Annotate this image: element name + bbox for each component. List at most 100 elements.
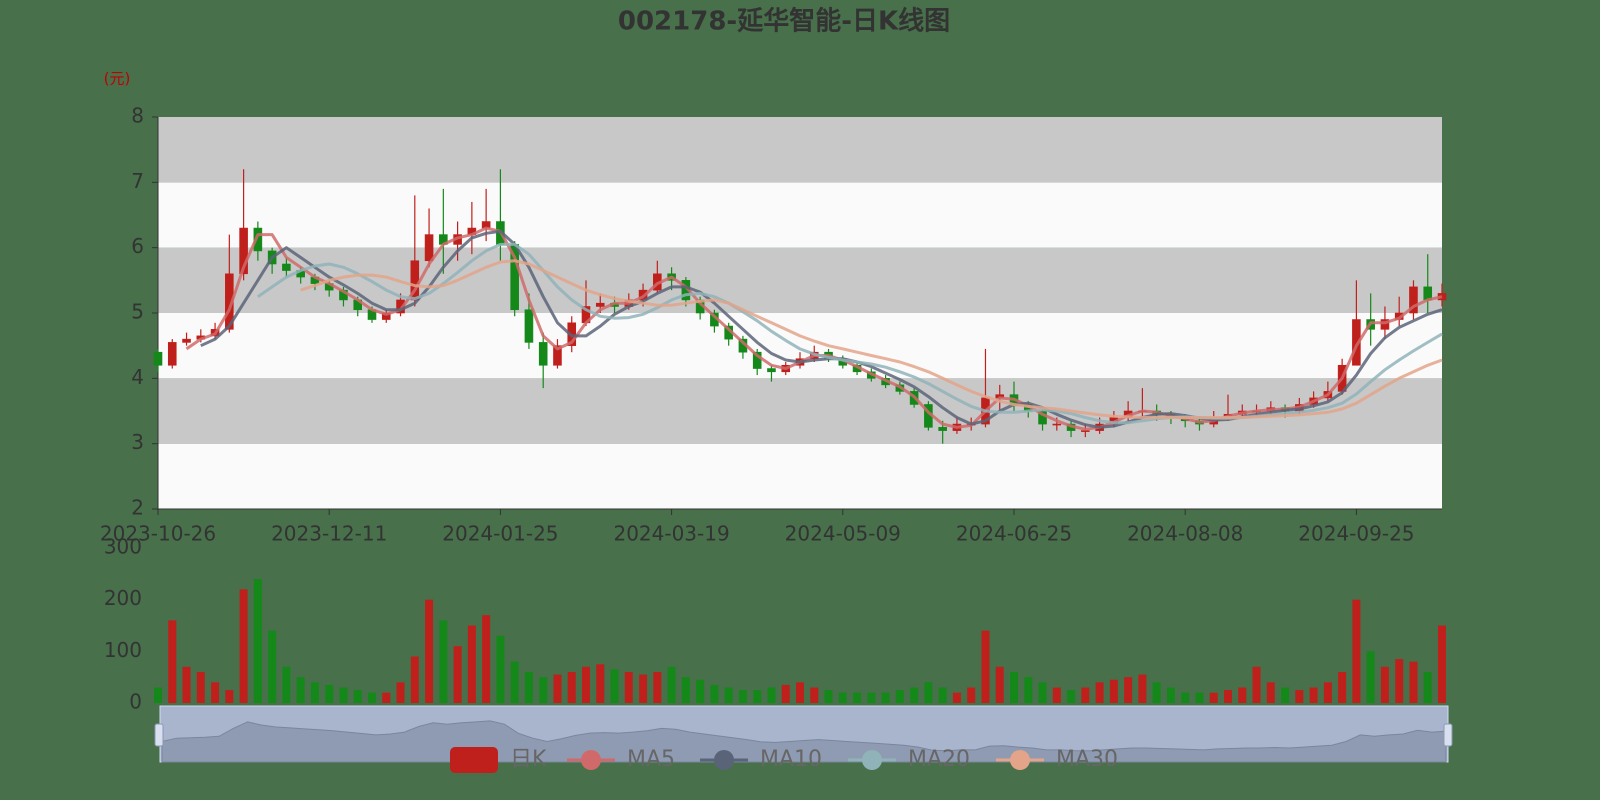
- volume-bar: [382, 692, 391, 703]
- candle-body: [153, 351, 163, 366]
- volume-bar: [268, 630, 277, 703]
- y-tick-label: 6: [131, 234, 144, 258]
- volume-bar: [296, 677, 305, 703]
- volume-bar: [1395, 659, 1404, 703]
- y-tick-label: 0: [129, 690, 142, 714]
- y-tick-label: 4: [131, 365, 144, 389]
- volume-bar: [938, 687, 947, 703]
- volume-bar: [1010, 672, 1018, 703]
- volume-bar: [1224, 690, 1232, 703]
- volume-bar: [253, 579, 262, 703]
- legend-label: MA5: [627, 747, 675, 772]
- volume-bar: [154, 687, 162, 703]
- volume-bar: [1266, 682, 1275, 703]
- volume-bar: [1295, 690, 1304, 703]
- volume-bar: [553, 674, 562, 703]
- candle-body: [253, 227, 263, 252]
- volume-bar: [995, 666, 1004, 703]
- legend-item[interactable]: MA20: [848, 747, 970, 772]
- legend-item[interactable]: 日K: [450, 747, 547, 773]
- x-tick-label: 2023-12-11: [271, 522, 387, 546]
- candle-body: [1352, 319, 1361, 366]
- volume-bar: [981, 630, 990, 703]
- candle-body: [1380, 319, 1390, 330]
- volume-bar: [310, 682, 319, 703]
- legend-icon: [862, 750, 882, 770]
- y-tick-label: 5: [131, 300, 144, 324]
- ma-line: [300, 259, 1443, 419]
- volume-bar: [1366, 651, 1375, 703]
- volume-bar: [1309, 687, 1318, 703]
- legend-item[interactable]: MA5: [567, 747, 675, 772]
- volume-bar: [368, 692, 376, 703]
- volume-bar: [1124, 677, 1133, 703]
- candle-body: [538, 342, 548, 366]
- candle-body: [182, 338, 191, 343]
- volume-bar: [796, 682, 804, 703]
- volume-bar: [282, 666, 291, 703]
- volume-bar: [1352, 599, 1361, 703]
- volume-bar: [339, 687, 348, 703]
- volume-bar: [681, 677, 690, 703]
- candle-body: [752, 351, 762, 369]
- volume-bar: [439, 620, 448, 703]
- volume-bar: [1181, 692, 1190, 703]
- volume-bar: [1409, 661, 1418, 703]
- candle-body: [1409, 286, 1418, 314]
- volume-bar: [425, 599, 434, 703]
- volume-bar: [767, 687, 776, 703]
- volume-bar: [1052, 687, 1061, 703]
- x-tick-label: 2024-09-25: [1298, 522, 1414, 546]
- legend-label: 日K: [510, 747, 547, 772]
- volume-bar: [710, 684, 719, 703]
- volume-bar: [325, 684, 334, 703]
- zoom-handle[interactable]: [1443, 723, 1453, 747]
- volume-bar: [1067, 690, 1076, 703]
- volume-bar: [1138, 674, 1147, 703]
- candle-body: [424, 234, 434, 262]
- candle-body: [282, 263, 291, 271]
- volume-bar: [810, 687, 819, 703]
- split-area: [158, 182, 1442, 248]
- volume-bar: [1209, 692, 1218, 703]
- volume-bar: [838, 692, 847, 703]
- candle-body: [167, 342, 177, 366]
- volume-bar: [696, 679, 705, 703]
- legend-icon: [1010, 750, 1030, 770]
- split-area: [158, 443, 1442, 509]
- volume-bar: [824, 690, 833, 703]
- volume-bar: [624, 672, 633, 703]
- split-area: [158, 313, 1442, 379]
- legend-label: MA20: [908, 747, 970, 772]
- candle-body: [524, 309, 534, 343]
- volume-bar: [196, 672, 205, 703]
- volume-bar: [1195, 692, 1204, 703]
- volume-bar: [182, 666, 191, 703]
- y-tick-label: 200: [104, 586, 142, 610]
- volume-bar: [853, 692, 862, 703]
- y-tick-label: 300: [104, 535, 142, 559]
- volume-bar: [1438, 625, 1446, 703]
- volume-bar: [610, 669, 619, 703]
- volume-bar: [396, 682, 405, 703]
- volume-bar: [667, 666, 676, 703]
- candle-body: [767, 368, 776, 373]
- x-tick-label: 2024-01-25: [442, 522, 558, 546]
- candle-body: [239, 227, 248, 275]
- volume-bar: [867, 692, 876, 703]
- volume-bar: [895, 690, 904, 703]
- legend-icon: [450, 747, 498, 773]
- split-area: [158, 247, 1442, 313]
- volume-bar: [453, 646, 462, 703]
- zoom-handle[interactable]: [154, 723, 164, 747]
- legend-label: MA10: [760, 747, 822, 772]
- volume-bar: [1281, 687, 1290, 703]
- legend-label: MA30: [1056, 747, 1118, 772]
- legend-item[interactable]: MA10: [700, 747, 822, 772]
- candle-body: [938, 427, 947, 431]
- legend-item[interactable]: MA30: [996, 747, 1118, 772]
- volume-bar: [639, 674, 648, 703]
- volume-bar: [1423, 672, 1432, 703]
